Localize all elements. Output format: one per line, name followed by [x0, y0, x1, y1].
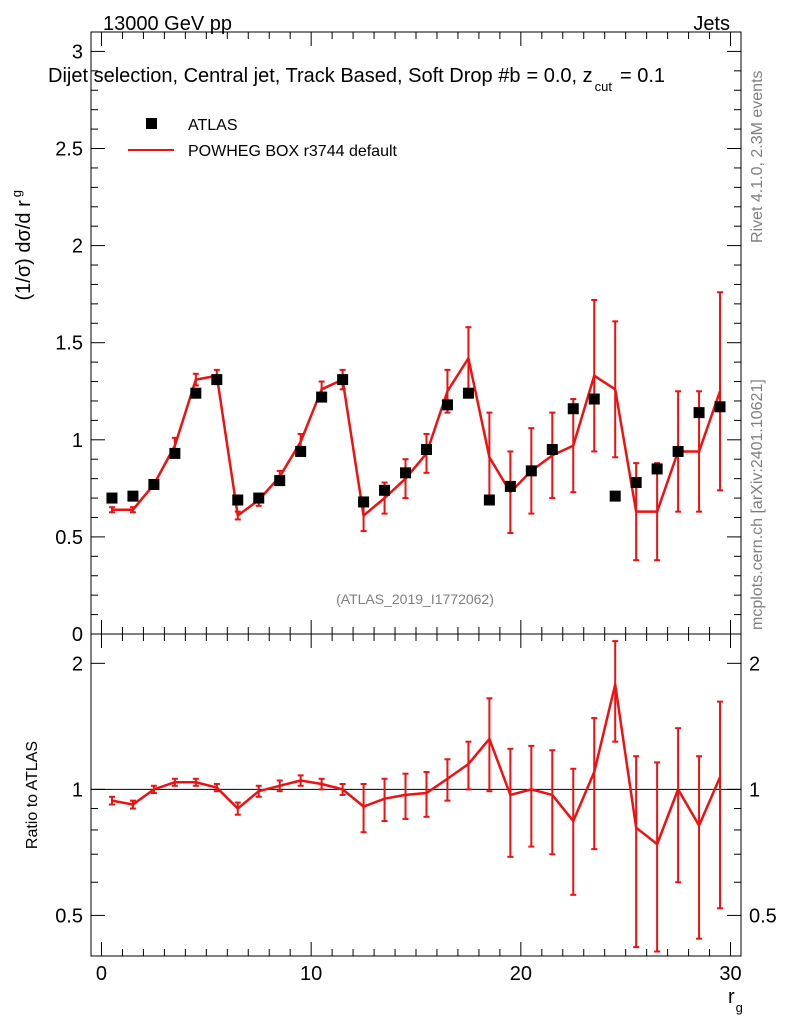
selection-beta: = 0.0, z: [526, 65, 592, 87]
mc-line: [111, 356, 722, 517]
atlas-point: [525, 465, 537, 477]
atlas-point: [274, 475, 286, 487]
ratio-ytick-label-right: 2: [749, 653, 760, 675]
atlas-point: [588, 393, 600, 405]
legend-mc-label: POWHEG BOX r3744 default: [188, 143, 398, 160]
atlas-point: [169, 447, 181, 459]
atlas-point: [316, 391, 328, 403]
selection-prefix: Dijet selection, Central jet, Track Base…: [48, 65, 520, 87]
main-ytick-label: 1.5: [55, 333, 83, 355]
atlas-point: [441, 399, 453, 411]
atlas-point: [651, 463, 663, 475]
atlas-point: [337, 374, 349, 386]
selection-text: Dijet selection, Central jet, Track Base…: [48, 65, 665, 94]
main-ytick-label: 0.5: [55, 527, 83, 549]
atlas-point: [504, 480, 516, 492]
atlas-point: [127, 490, 139, 502]
atlas-point: [190, 387, 202, 399]
atlas-point: [546, 444, 558, 456]
atlas-point: [483, 494, 495, 506]
legend-data-label: ATLAS: [188, 117, 238, 134]
atlas-point: [148, 478, 160, 490]
atlas-point: [693, 407, 705, 419]
atlas-point: [714, 401, 726, 413]
main-data: [106, 291, 726, 562]
main-ytick-label: 2.5: [55, 139, 83, 161]
atlas-point: [232, 494, 244, 506]
selection-zval: = 0.1: [620, 65, 665, 87]
atlas-point: [379, 484, 391, 496]
ratio-ytick-label: 0.5: [55, 905, 83, 927]
main-ylabel: (1/σ) dσ/d rg: [9, 190, 35, 301]
ratio-ytick-label: 1: [72, 779, 83, 801]
ratio-ytick-label: 2: [72, 653, 83, 675]
main-ytick-label: 3: [72, 41, 83, 63]
atlas-point: [211, 374, 223, 386]
header-right: Jets: [693, 13, 730, 35]
ratio-ylabel: Ratio to ATLAS: [24, 741, 41, 849]
atlas-point: [630, 477, 642, 489]
atlas-point: [609, 490, 621, 502]
atlas-point: [420, 444, 432, 456]
atlas-point: [295, 445, 307, 457]
ratio-ytick-label-right: 0.5: [749, 905, 777, 927]
ratio-data: [91, 640, 741, 953]
rivet-text: Rivet 4.1.0, 2.3M events: [749, 70, 766, 243]
legend-data-marker: [146, 118, 157, 129]
ratio-line: [111, 683, 722, 846]
main-ytick-label: 0: [72, 624, 83, 646]
atlas-point: [358, 496, 370, 508]
watermark: (ATLAS_2019_I1772062): [336, 591, 494, 607]
xtick-label: 0: [96, 963, 107, 985]
xtick-label: 10: [300, 963, 322, 985]
ratio-ytick-label-right: 1: [749, 779, 760, 801]
main-ytick-label: 1: [72, 430, 83, 452]
header-left: 13000 GeV pp: [103, 13, 232, 35]
atlas-point: [567, 403, 579, 415]
xlabel: rg: [728, 986, 743, 1015]
atlas-point: [400, 467, 412, 479]
atlas-point: [462, 387, 474, 399]
ratio-ticks: 0 10 20 30 0.5 0.5 1 1 2 2: [55, 634, 777, 985]
xtick-label: 30: [719, 963, 741, 985]
selection-zsub: cut: [595, 79, 613, 94]
xtick-label: 20: [510, 963, 532, 985]
main-ticks: 0 0.5 1 1.5 2 2.5 3: [55, 32, 741, 646]
atlas-point: [106, 492, 118, 504]
main-ytick-label: 2: [72, 236, 83, 258]
mcplots-text: mcplots.cern.ch [arXiv:2401.10621]: [749, 379, 766, 630]
atlas-point: [253, 492, 265, 504]
atlas-point: [672, 445, 684, 457]
